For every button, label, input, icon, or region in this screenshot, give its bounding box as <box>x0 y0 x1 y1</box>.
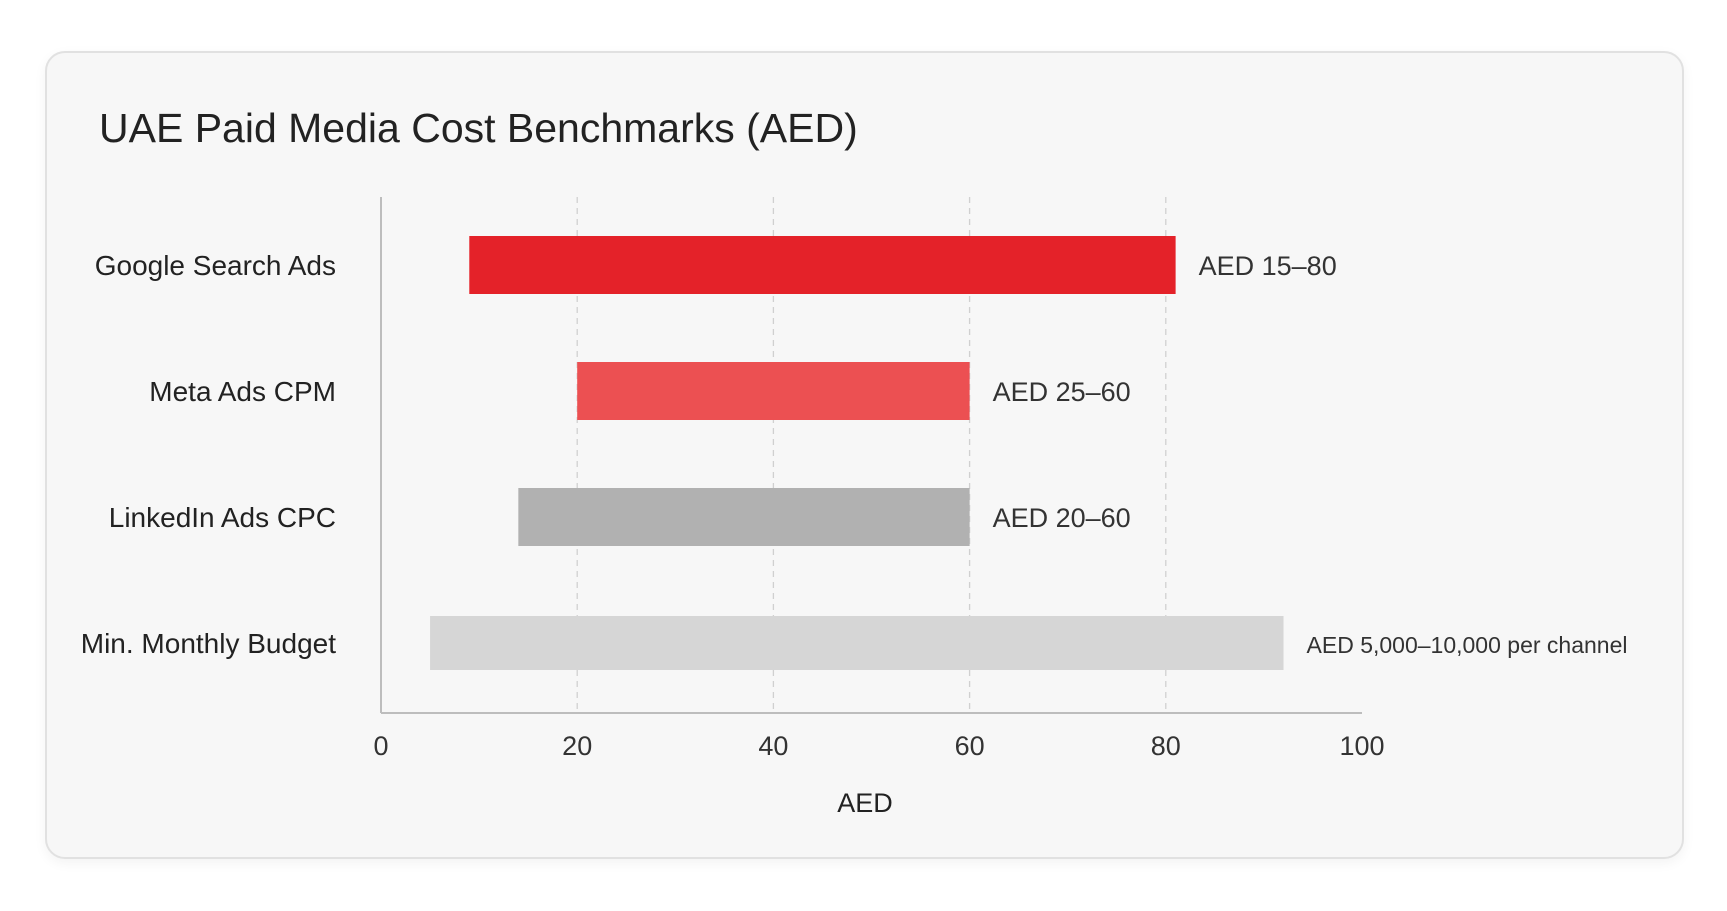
data-label: AED 15–80 <box>1199 251 1337 281</box>
range-bar <box>430 616 1284 670</box>
category-label: Min. Monthly Budget <box>81 628 336 659</box>
range-bar <box>518 488 970 546</box>
axes: 0 20 40 60 80 100 Google Search Ads Meta Ads CP… <box>81 197 1385 761</box>
range-bar <box>577 362 970 420</box>
category-label: LinkedIn Ads CPC <box>109 502 336 533</box>
x-tick-label: 0 <box>373 731 388 761</box>
x-axis-title: AED <box>837 788 893 818</box>
data-label: AED 5,000–10,000 per channel <box>1307 632 1628 658</box>
chart-title: UAE Paid Media Cost Benchmarks (AED) <box>99 105 858 151</box>
x-tick-label: 40 <box>758 731 788 761</box>
category-label: Meta Ads CPM <box>149 376 336 407</box>
x-tick-label: 60 <box>955 731 985 761</box>
bars: AED 15–80 AED 25–60 AED 20–60 AED 5,000–10,… <box>430 236 1627 670</box>
x-tick-label: 80 <box>1151 731 1181 761</box>
x-tick-label: 20 <box>562 731 592 761</box>
range-bar <box>469 236 1176 294</box>
data-label: AED 20–60 <box>993 503 1131 533</box>
chart-card <box>45 51 1684 859</box>
category-label: Google Search Ads <box>95 250 336 281</box>
data-label: AED 25–60 <box>993 377 1131 407</box>
x-tick-label: 100 <box>1339 731 1384 761</box>
